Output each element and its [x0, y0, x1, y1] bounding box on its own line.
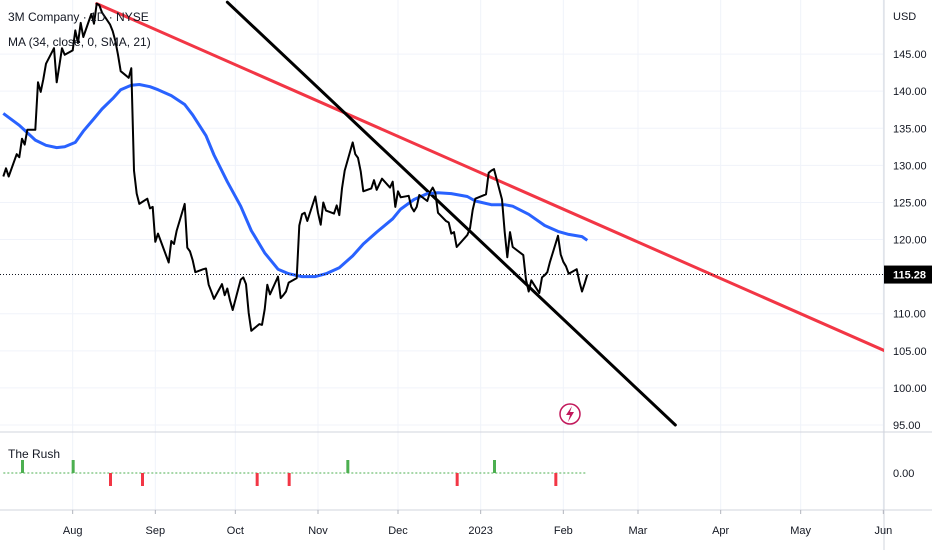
- rush-signal-up: [493, 460, 496, 473]
- lightning-icon-bolt: [566, 406, 574, 422]
- trend-line-red[interactable]: [95, 2, 929, 370]
- rush-signal-down: [141, 473, 144, 486]
- ma-line: [2, 83, 589, 279]
- rush-signal-down: [287, 473, 291, 486]
- rush-legend[interactable]: The Rush: [8, 447, 61, 461]
- y-tick-label: 100.00: [893, 383, 927, 395]
- x-tick-label: Feb: [554, 525, 573, 537]
- x-tick-label: Jun: [874, 525, 892, 537]
- rush-signal-down: [109, 473, 112, 486]
- rush-signal-up: [71, 460, 75, 473]
- last-price-value: 115.28: [893, 270, 926, 282]
- time-axis[interactable]: Aug Sep Oct Nov Dec 2023 Feb Mar Apr May Jun: [63, 510, 892, 537]
- rush-signal-up: [346, 460, 350, 473]
- x-tick-label: Dec: [388, 525, 408, 537]
- y-tick-label: 120.00: [893, 235, 927, 247]
- x-tick-label: Mar: [629, 525, 648, 537]
- x-tick-label: May: [790, 525, 811, 537]
- x-tick-label: Sep: [146, 525, 166, 537]
- lightning-icon[interactable]: [559, 403, 581, 425]
- rush-indicator-pane: [3, 460, 588, 486]
- y-tick-label: 105.00: [893, 346, 927, 358]
- y-tick-label: 145.00: [893, 49, 927, 61]
- rush-signal-up: [21, 460, 24, 473]
- x-tick-label: Aug: [63, 525, 83, 537]
- y-tick-label: 130.00: [893, 160, 927, 172]
- rush-zero-label: 0.00: [893, 468, 914, 480]
- x-tick-label: 2023: [468, 525, 492, 537]
- event-marker[interactable]: [559, 403, 581, 425]
- last-price-badge: [884, 265, 932, 284]
- rush-signal-down: [554, 473, 558, 486]
- y-tick-label: 140.00: [893, 86, 927, 98]
- price-axis[interactable]: USD 145.00 140.00 135.00 130.00 125.00 120.00 1…: [884, 11, 932, 480]
- symbol-legend[interactable]: 3M Company · 1D · NYSE: [8, 10, 149, 24]
- ma-series: [2, 83, 589, 279]
- rush-signal-down: [255, 473, 259, 486]
- price-line: [2, 2, 589, 332]
- x-tick-label: Nov: [308, 525, 328, 537]
- x-tick-label: Oct: [227, 525, 244, 537]
- price-series: [2, 2, 589, 332]
- y-tick-label: 95.00: [893, 420, 921, 432]
- trend-line-black[interactable]: [225, 0, 677, 427]
- x-tick-label: Apr: [712, 525, 729, 537]
- y-tick-label: 125.00: [893, 197, 927, 209]
- trend-lines[interactable]: [95, 0, 929, 427]
- y-tick-label: 110.00: [893, 309, 926, 321]
- ma-legend[interactable]: MA (34, close, 0, SMA, 21): [8, 35, 151, 49]
- rush-signal-down: [455, 473, 459, 486]
- y-tick-label: 135.00: [893, 123, 927, 135]
- currency-label: USD: [893, 11, 916, 23]
